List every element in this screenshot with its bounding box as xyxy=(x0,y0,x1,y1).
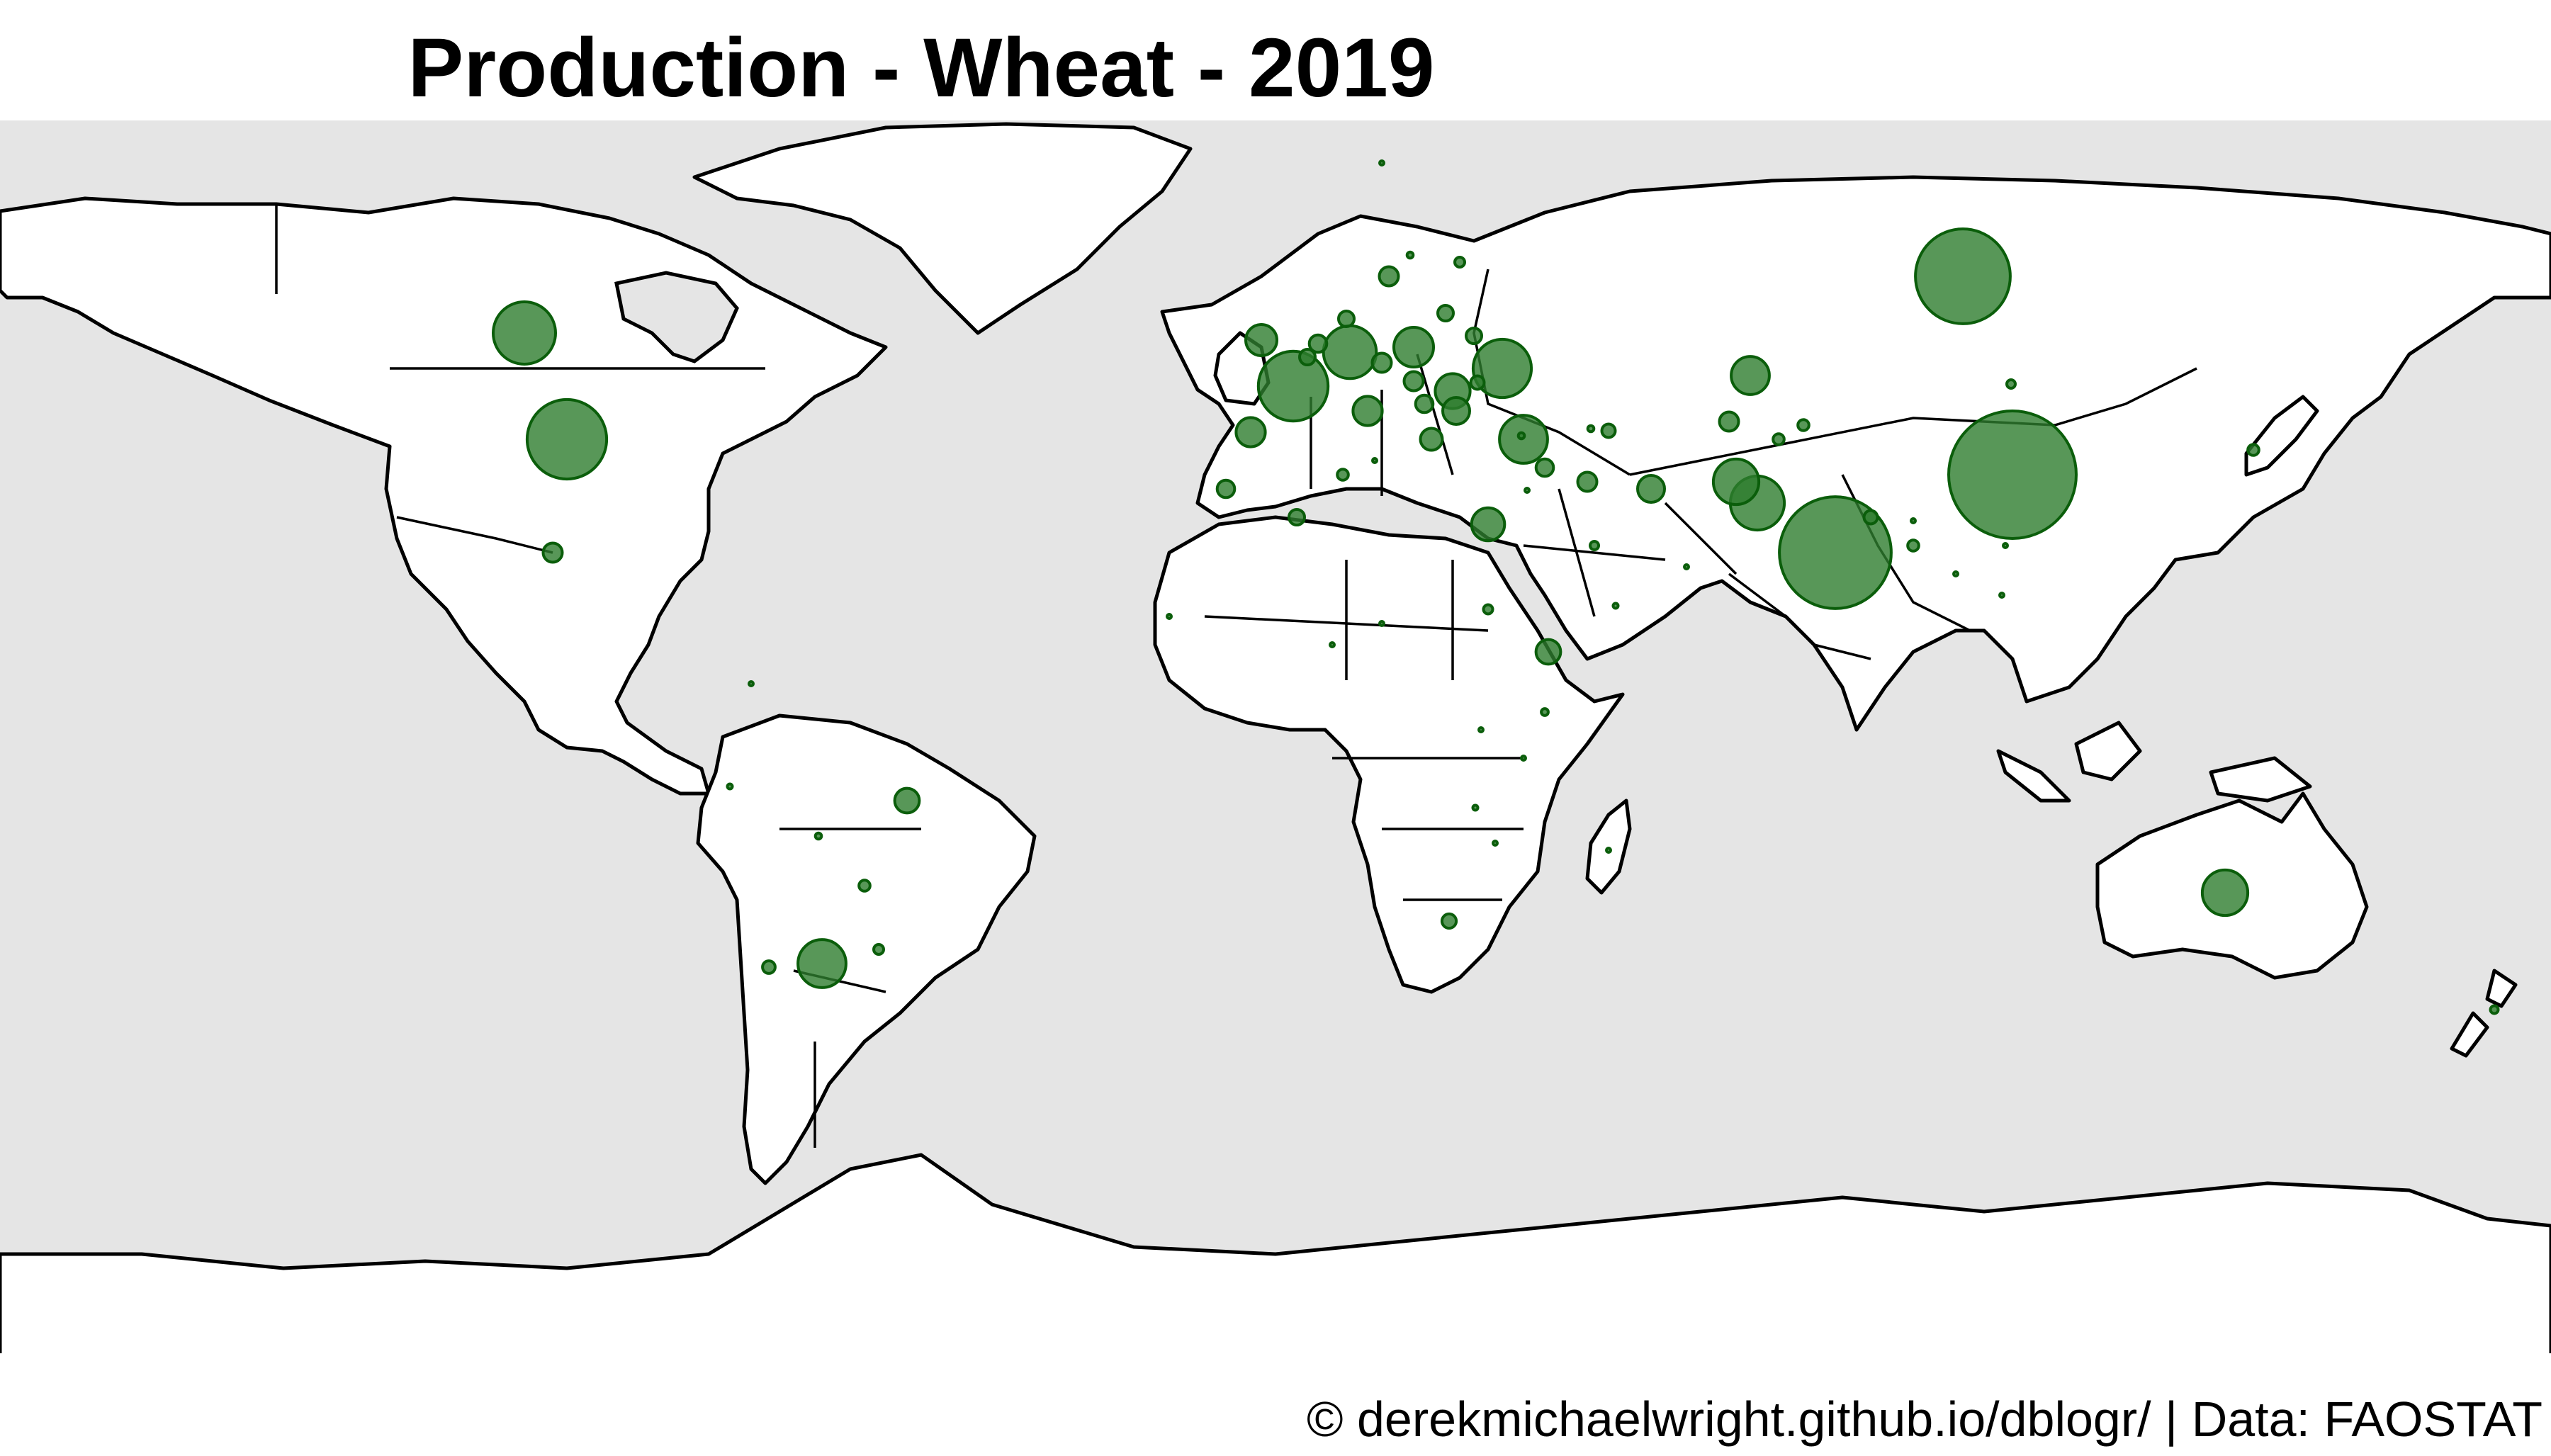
production-bubble xyxy=(1778,495,1893,610)
production-bubble xyxy=(2005,378,2017,390)
production-bubble xyxy=(857,879,872,893)
land-japan xyxy=(2244,395,2319,477)
production-bubble xyxy=(1378,159,1385,167)
production-bubble xyxy=(1636,474,1666,504)
production-bubble xyxy=(1414,393,1435,414)
production-bubble xyxy=(1471,803,1480,812)
production-bubble xyxy=(1683,563,1690,570)
production-bubble xyxy=(1524,487,1531,494)
production-bubble xyxy=(1370,351,1393,374)
production-bubble xyxy=(1307,333,1329,354)
production-bubble xyxy=(893,786,921,815)
land-south-america xyxy=(696,713,1037,1185)
production-bubble xyxy=(1244,323,1278,357)
production-bubble xyxy=(748,680,755,687)
production-bubble xyxy=(1914,227,2012,325)
production-bubble xyxy=(726,782,734,791)
map-title: Production - Wheat - 2019 xyxy=(407,21,1435,115)
production-bubble xyxy=(1436,304,1455,322)
production-bubble xyxy=(1166,613,1173,620)
production-bubble xyxy=(1862,509,1879,526)
production-bubble xyxy=(1336,468,1350,482)
production-bubble xyxy=(1947,410,2078,540)
production-bubble xyxy=(1534,638,1562,666)
production-bubble xyxy=(1589,540,1600,551)
production-bubble xyxy=(796,938,847,989)
production-bubble xyxy=(1378,620,1385,627)
production-bubble xyxy=(1378,265,1400,288)
production-bubble xyxy=(1952,570,1959,577)
production-bubble xyxy=(2002,542,2009,549)
production-bubble xyxy=(1906,538,1920,553)
production-bubble xyxy=(1337,310,1356,328)
bubble-layer xyxy=(492,159,2500,1015)
land-antarctica xyxy=(0,1153,2551,1353)
production-bubble xyxy=(1711,457,1761,507)
production-bubble xyxy=(1234,416,1267,448)
production-bubble xyxy=(1586,424,1596,434)
production-bubble xyxy=(1215,478,1237,500)
production-bubble xyxy=(1600,422,1617,439)
border-middle-east xyxy=(1523,488,1738,617)
production-bubble xyxy=(1419,427,1444,452)
production-bubble xyxy=(1520,755,1527,762)
production-bubble xyxy=(541,541,564,564)
production-bubble xyxy=(1471,337,1533,400)
land-new-zealand xyxy=(2450,969,2518,1058)
production-bubble xyxy=(1482,603,1494,616)
production-bubble xyxy=(1256,349,1330,423)
source-caption: © derekmichaelwright.github.io/dblogr/ |… xyxy=(1306,1392,2542,1447)
production-bubble xyxy=(1440,912,1458,930)
production-bubble xyxy=(1405,250,1415,260)
production-bubble xyxy=(1402,370,1425,393)
production-bubble xyxy=(1288,508,1306,526)
production-bubble xyxy=(1298,348,1317,366)
production-bubble xyxy=(1351,395,1384,427)
land-africa xyxy=(1153,515,1625,994)
production-bubble xyxy=(1730,355,1771,396)
production-bubble xyxy=(1772,432,1786,446)
land-greenland xyxy=(692,122,1193,335)
border-south-asia xyxy=(1728,572,1871,660)
production-bubble xyxy=(1796,418,1811,432)
production-bubble xyxy=(872,943,885,956)
production-bubble xyxy=(1605,847,1612,854)
production-bubble xyxy=(1441,396,1471,426)
production-bubble xyxy=(813,831,823,841)
production-bubble xyxy=(1576,470,1599,493)
production-bubble xyxy=(1534,457,1555,478)
production-bubble xyxy=(1371,457,1378,464)
border-us-mexico xyxy=(396,516,553,554)
production-bubble xyxy=(761,959,777,975)
land-indonesia xyxy=(1996,721,2312,803)
production-bubble xyxy=(492,300,557,366)
production-bubble xyxy=(1540,707,1550,717)
land-layer xyxy=(0,122,2551,1353)
production-bubble xyxy=(2489,1004,2500,1015)
production-bubble xyxy=(1470,506,1507,543)
production-bubble xyxy=(525,397,609,481)
production-bubble xyxy=(1453,256,1466,269)
production-bubble xyxy=(1718,410,1740,433)
border-africa-north xyxy=(1204,560,1489,680)
production-bubble xyxy=(1611,602,1620,610)
production-bubble xyxy=(1465,327,1483,345)
production-bubble xyxy=(1516,431,1526,441)
production-bubble xyxy=(1322,324,1378,380)
production-bubble xyxy=(2200,868,2250,918)
production-bubble xyxy=(2246,443,2260,457)
world-map xyxy=(0,120,2551,1353)
border-russia-west xyxy=(1472,269,1631,476)
production-bubble xyxy=(1469,374,1486,391)
production-bubble xyxy=(1392,326,1435,368)
production-bubble xyxy=(1492,840,1499,847)
border-africa-central xyxy=(1332,757,1524,901)
production-bubble xyxy=(1477,726,1485,733)
production-bubble xyxy=(1329,641,1336,648)
production-bubble xyxy=(1910,517,1917,524)
production-bubble xyxy=(1998,592,2005,599)
